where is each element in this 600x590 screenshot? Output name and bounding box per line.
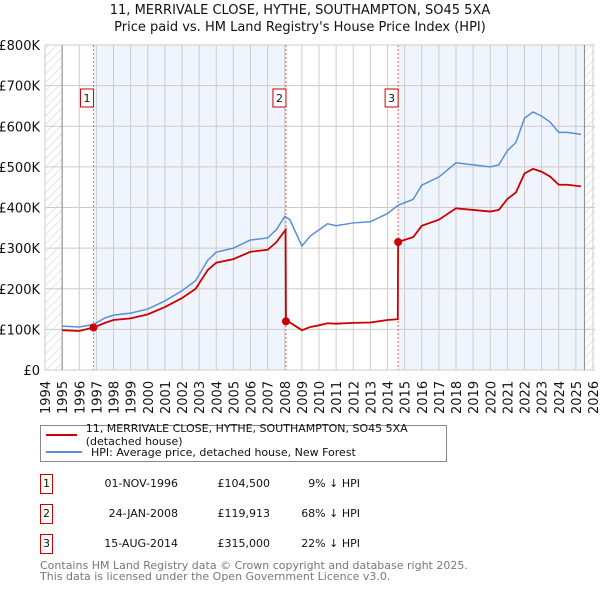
x-tick-label: 2007 [262,381,277,414]
hpi-series-line [62,111,582,328]
x-tick-label: 2009 [296,381,311,414]
x-tick-label: 2008 [279,381,294,414]
x-tick-label: 2018 [450,381,465,414]
x-tick-label: 2010 [313,381,328,414]
x-tick-label: 2022 [519,381,534,414]
sale-hpi-diff: 22% ↓ HPI [301,537,360,550]
y-tick-label: £800K [0,39,40,54]
x-tick-label: 2005 [227,381,242,414]
x-tick-label: 2000 [142,381,157,414]
x-tick-label: 2014 [382,381,397,414]
sale-2-label: 2 [276,92,283,105]
chart-subtitle: Price paid vs. HM Land Registry's House … [114,20,486,35]
sale-number: 2 [40,504,53,524]
y-tick-label: £300K [0,242,40,257]
x-tick-label: 2004 [210,381,225,414]
sale-row: 3 15-AUG-2014 £315,000 22% ↓ HPI [40,534,540,554]
x-tick-label: 1994 [39,381,54,414]
property-line-swatch [46,434,77,436]
x-tick-label: 2023 [536,381,551,414]
y-tick-label: £700K [0,80,40,95]
hpi-line-swatch [46,451,82,453]
sale-date: 01-NOV-1996 [104,477,178,490]
sale-hpi-diff: 9% ↓ HPI [308,477,360,490]
y-tick-label: £500K [0,161,40,176]
x-tick-label: 2021 [501,381,516,414]
sale-date: 15-AUG-2014 [104,537,178,550]
sale-row: 1 01-NOV-1996 £104,500 9% ↓ HPI [40,474,540,494]
x-tick-label: 2016 [416,381,431,414]
sale-row: 2 24-JAN-2008 £119,913 68% ↓ HPI [40,504,540,524]
sale-1-point [89,323,98,332]
x-tick-label: 2001 [159,381,174,414]
sale-price: £119,913 [217,507,271,520]
x-tick-label: 2019 [467,381,482,414]
x-tick-label: 1996 [73,381,88,414]
x-tick-label: 2015 [399,381,414,414]
sale-1-label: 1 [83,92,90,105]
legend-hpi: HPI: Average price, detached house, New … [91,445,356,459]
sale-3-point [394,238,403,247]
x-tick-label: 2013 [364,381,379,414]
price-chart: £0 £100K £200K £300K £400K £500K £600K £700K £80… [0,39,600,414]
x-tick-label: 2002 [176,381,191,414]
sale-number: 3 [40,534,53,554]
sale-price: £104,500 [217,477,271,490]
y-tick-label: £0 [23,364,40,379]
y-tick-label: £600K [0,120,40,135]
x-tick-label: 2011 [330,381,345,414]
x-tick-label: 2012 [347,381,362,414]
legend: 11, MERRIVALE CLOSE, HYTHE, SOUTHAMPTON,… [40,422,447,462]
sale-price: £315,000 [217,537,271,550]
property-series-line [62,167,582,332]
footer-licence: This data is licensed under the Open Gov… [40,570,391,583]
sale-3-label-box [384,88,399,108]
sale-2-point [281,317,290,326]
x-tick-label: 1997 [90,381,105,414]
x-tick-label: 2024 [553,381,568,414]
sale-1-label-box [79,88,94,108]
x-tick-label: 2025 [570,381,585,414]
y-tick-label: £400K [0,202,40,217]
x-tick-label: 2003 [193,381,208,414]
x-tick-label: 2020 [484,381,499,414]
sale-3-label: 3 [388,92,395,105]
sale-hpi-diff: 68% ↓ HPI [301,507,360,520]
x-tick-label: 1995 [56,381,71,414]
footer-copyright: Contains HM Land Registry data © Crown c… [40,559,468,572]
y-tick-label: £100K [0,323,40,338]
y-tick-label: £200K [0,283,40,298]
x-tick-label: 2017 [433,381,448,414]
x-tick-label: 2026 [587,381,600,414]
x-tick-label: 2006 [245,381,260,414]
x-tick-label: 1999 [125,381,140,414]
sale-2-label-box [272,88,287,108]
legend-property: 11, MERRIVALE CLOSE, HYTHE, SOUTHAMPTON,… [85,422,408,448]
sale-number: 1 [40,474,53,494]
x-tick-label: 1998 [108,381,123,414]
chart-title: 11, MERRIVALE CLOSE, HYTHE, SOUTHAMPTON,… [109,3,491,18]
sale-date: 24-JAN-2008 [108,507,178,520]
